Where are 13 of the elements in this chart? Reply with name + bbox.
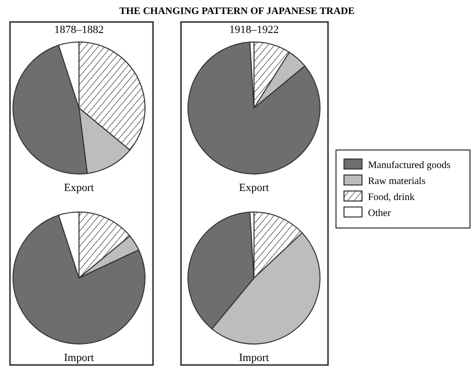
text: Export	[64, 182, 94, 194]
text: Import	[64, 352, 94, 364]
legend-label: Raw materials	[368, 176, 426, 187]
legend-label: Manufactured goods	[368, 160, 451, 171]
chart-subtitle: 1878–1882	[54, 24, 104, 36]
chart-title: THE CHANGING PATTERN OF JAPANESE TRADE	[119, 6, 355, 17]
text: Export	[239, 182, 269, 194]
legend-label: Other	[368, 208, 392, 219]
pie-slice	[188, 42, 320, 174]
text: Import	[239, 352, 269, 364]
legend-label: Food, drink	[368, 192, 415, 203]
chart-subtitle: 1918–1922	[229, 24, 279, 36]
pie-slice	[12, 214, 146, 344]
